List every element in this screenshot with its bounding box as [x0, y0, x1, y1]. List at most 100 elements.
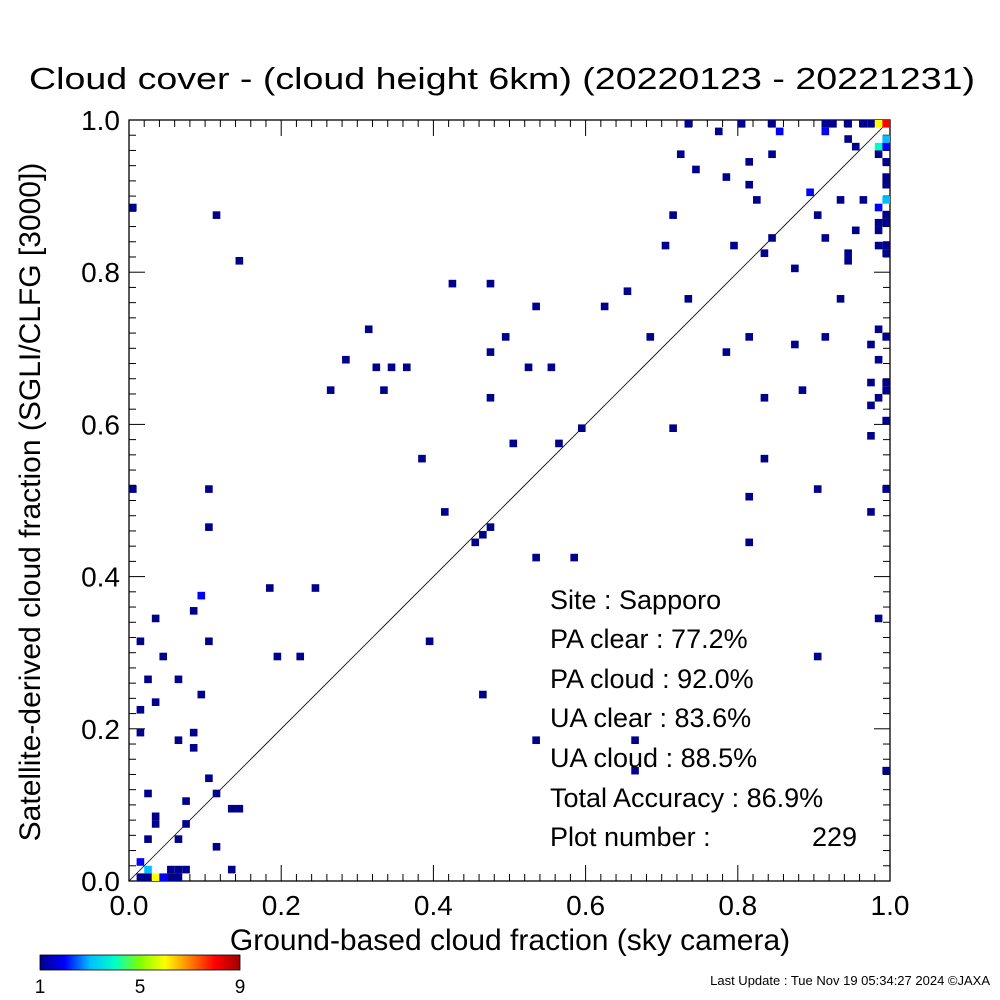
heatmap-cell [136, 858, 145, 866]
heatmap-cell [867, 401, 875, 410]
heatmap-cell [867, 340, 875, 349]
heatmap-cell [791, 264, 799, 273]
heatmap-cell [197, 690, 206, 699]
heatmap-cell [532, 302, 540, 311]
heatmap-cell [821, 127, 830, 136]
heatmap-cell [524, 363, 533, 372]
heatmap-cell [745, 158, 754, 166]
heatmap-cell [326, 386, 335, 394]
heatmap-cell [882, 386, 890, 394]
heatmap-cell [265, 584, 274, 592]
y-tick-label: 0.0 [81, 866, 120, 897]
heatmap-cell [182, 865, 190, 874]
heatmap-cell [676, 150, 685, 159]
heatmap-cell [205, 774, 213, 783]
heatmap-cell [768, 234, 776, 242]
heatmap-cell [167, 873, 175, 881]
heatmap-cell [189, 607, 198, 615]
heatmap-cell [205, 523, 213, 531]
heatmap-cell [867, 432, 875, 440]
colorbar-tick-labels: 1 5 9 [35, 977, 246, 998]
x-tick-label: 1.0 [871, 890, 910, 921]
heatmap-cell [821, 120, 830, 128]
heatmap-cell [380, 386, 388, 394]
heatmap-cell [737, 120, 746, 128]
y-tick-label: 0.8 [81, 257, 120, 288]
heatmap-cell [151, 820, 160, 828]
heatmap-cell [684, 295, 693, 303]
ua-cloud-label: UA cloud : 88.5% [550, 743, 757, 773]
colorbar-tick-label: 5 [135, 977, 146, 998]
heatmap-cell [144, 835, 152, 843]
heatmap-cell [882, 249, 890, 257]
heatmap-cell [874, 393, 883, 402]
heatmap-cell [844, 120, 852, 128]
heatmap-cell [159, 873, 168, 881]
heatmap-cell [874, 150, 883, 159]
heatmap-cell [136, 873, 145, 881]
heatmap-cell [159, 652, 168, 661]
heatmap-cell [227, 865, 236, 874]
heatmap-cell [577, 424, 586, 433]
heatmap-cell [448, 279, 457, 288]
heatmap-cell [509, 439, 518, 448]
heatmap-cell [182, 797, 190, 805]
heatmap-cell [189, 744, 198, 752]
heatmap-cell [151, 873, 160, 881]
heatmap-cell [425, 637, 434, 646]
heatmap-cell [768, 150, 776, 159]
y-tick-label: 0.6 [81, 409, 120, 440]
heatmap-cells [129, 120, 890, 881]
total-accuracy-label: Total Accuracy : 86.9% [550, 783, 823, 813]
heatmap-cell [197, 591, 206, 600]
one-to-one-reference-line [128, 119, 891, 882]
heatmap-cell [167, 865, 175, 874]
heatmap-cell [882, 211, 890, 219]
heatmap-cell [486, 348, 495, 356]
heatmap-cell [174, 873, 183, 881]
heatmap-cell [851, 226, 860, 235]
heatmap-cell [555, 439, 563, 448]
heatmap-cell [189, 728, 198, 737]
heatmap-cell [212, 789, 221, 798]
x-tick-label: 0.0 [110, 890, 149, 921]
heatmap-cell [882, 120, 890, 128]
heatmap-cell [882, 142, 890, 151]
heatmap-cell [745, 492, 754, 501]
heatmap-cell [136, 637, 145, 646]
heatmap-cell [745, 180, 754, 189]
heatmap-cell [882, 173, 890, 181]
heatmap-cell [768, 120, 776, 128]
heatmap-cell [631, 766, 639, 775]
x-tick-label: 0.6 [566, 890, 605, 921]
x-tick-label: 0.8 [718, 890, 757, 921]
heatmap-cell [235, 804, 244, 813]
heatmap-cell [874, 203, 883, 212]
heatmap-cell [722, 173, 731, 181]
heatmap-cell [623, 287, 632, 296]
heatmap-cell [486, 393, 495, 402]
heatmap-cell [844, 249, 852, 257]
heatmap-cell [882, 158, 890, 166]
heatmap-cell [402, 363, 411, 372]
heatmap-cell [874, 226, 883, 235]
heatmap-cell [205, 485, 213, 493]
heatmap-cell [714, 127, 723, 136]
heatmap-cell [859, 120, 868, 128]
heatmap-cell [136, 705, 145, 714]
heatmap-cell [144, 789, 152, 798]
heatmap-cell [867, 508, 875, 516]
heatmap-cell [821, 333, 830, 341]
heatmap-cell [874, 241, 883, 250]
heatmap-cell [775, 127, 784, 136]
heatmap-cell [532, 553, 540, 562]
heatmap-cell [874, 120, 883, 128]
heatmap-cell [174, 675, 183, 684]
heatmap-cell [486, 523, 495, 531]
heatmap-cell [669, 211, 677, 219]
heatmap-cell [684, 120, 693, 128]
chart-title: Cloud cover - (cloud height 6km) (202201… [29, 61, 975, 96]
plot-number-label: Plot number : [550, 822, 711, 852]
heatmap-cell [882, 218, 890, 227]
heatmap-cell [151, 614, 160, 623]
